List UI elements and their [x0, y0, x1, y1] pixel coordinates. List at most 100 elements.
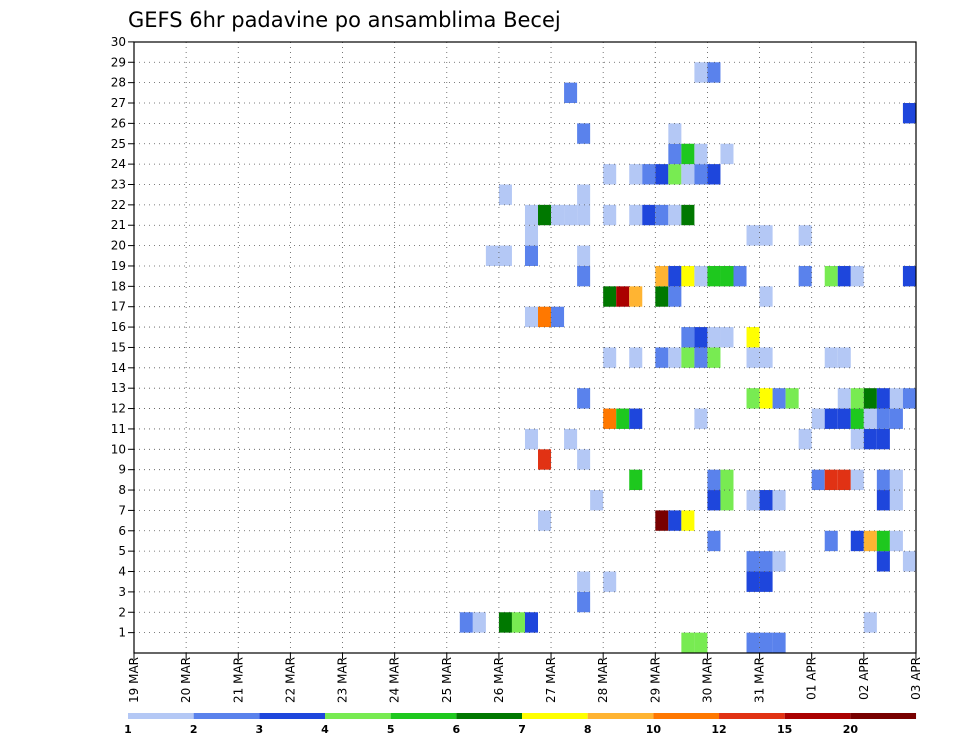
precip-cell	[837, 388, 851, 409]
y-tick-label: 30	[111, 35, 126, 49]
precip-cell	[863, 612, 877, 633]
colorbar-swatch	[850, 713, 917, 719]
precip-cell	[902, 551, 916, 572]
precip-cell	[629, 347, 643, 368]
x-tick-label: 19 MAR	[127, 657, 141, 703]
precip-cell	[629, 286, 643, 307]
precip-cell	[837, 469, 851, 491]
y-tick-label: 4	[118, 565, 126, 579]
y-tick-label: 3	[118, 585, 126, 599]
colorbar-swatch	[719, 713, 785, 719]
y-tick-label: 2	[118, 605, 126, 619]
precip-cell	[863, 530, 877, 552]
plot-frame	[133, 41, 917, 654]
colorbar-tick-label: 15	[777, 723, 792, 736]
precip-cell	[498, 612, 512, 633]
precip-cell	[746, 632, 760, 653]
y-tick-label: 1	[118, 626, 126, 640]
precip-cell	[603, 164, 617, 185]
precip-cell	[577, 449, 591, 470]
precip-cell	[511, 612, 525, 633]
precip-cell	[629, 469, 643, 491]
precip-cell	[577, 388, 591, 409]
y-tick-label: 13	[111, 381, 126, 395]
precip-cell	[772, 490, 786, 511]
precip-cell	[577, 204, 591, 226]
precip-cell	[707, 490, 721, 511]
precip-cell	[551, 204, 565, 226]
precip-cell	[538, 204, 552, 226]
precip-cell	[785, 388, 799, 409]
precip-cell	[655, 286, 669, 307]
colorbar-swatch	[522, 713, 588, 719]
colorbar-tick-label: 4	[321, 723, 329, 736]
precip-cell	[902, 265, 916, 287]
precip-cell	[707, 62, 721, 83]
precip-cell	[759, 571, 773, 592]
precip-cell	[759, 286, 773, 307]
y-tick-label: 29	[111, 55, 126, 69]
x-axis: 19 MAR 20 MAR 21 MAR 22 MAR 23 MAR 24 MAR 25 M…	[127, 653, 923, 703]
precip-cell	[798, 428, 812, 450]
precip-cell	[759, 347, 773, 368]
chart-title: GEFS 6hr padavine po ansamblima Becej	[128, 8, 561, 32]
y-tick-label: 11	[111, 422, 126, 436]
precip-cell	[746, 571, 760, 592]
precip-cell	[655, 204, 669, 226]
precip-cell	[590, 490, 604, 511]
colorbar-swatch	[128, 713, 194, 719]
precip-cell	[837, 265, 851, 287]
precip-cell	[577, 123, 591, 144]
precip-cell	[459, 612, 473, 633]
precip-cell	[616, 408, 630, 429]
precip-cell	[472, 612, 486, 633]
colorbar-tick-label: 7	[518, 723, 526, 736]
precip-cell	[564, 428, 578, 450]
precip-cell	[759, 388, 773, 409]
precip-cell	[694, 632, 708, 653]
precip-cell	[824, 347, 838, 368]
colorbar-tick-label: 5	[387, 723, 395, 736]
precip-cell	[655, 265, 669, 287]
precip-cell	[746, 388, 760, 409]
colorbar-swatch	[456, 713, 523, 719]
x-tick-label: 28 MAR	[596, 657, 610, 703]
colorbar-tick-label: 2	[190, 723, 198, 736]
precip-cell	[850, 469, 864, 491]
precip-cell	[681, 265, 695, 287]
precip-cell	[876, 388, 890, 409]
precip-cell	[772, 632, 786, 653]
precip-cell	[668, 510, 682, 531]
precip-cell	[524, 225, 539, 246]
precip-cell	[772, 388, 786, 409]
precip-cell	[759, 632, 773, 653]
precip-cell	[902, 388, 916, 409]
x-tick-label: 25 MAR	[440, 657, 454, 703]
colorbar-tick-label: 12	[711, 723, 726, 736]
y-tick-label: 24	[111, 157, 126, 171]
precip-cell	[616, 286, 630, 307]
y-tick-label: 6	[118, 524, 126, 538]
precip-cell	[759, 490, 773, 511]
x-tick-label: 02 APR	[857, 657, 871, 700]
y-tick-label: 9	[118, 463, 126, 477]
y-tick-label: 10	[111, 442, 126, 456]
precip-cell	[603, 571, 617, 592]
precip-cell	[485, 245, 499, 266]
colorbar-swatch	[653, 713, 720, 719]
x-tick-label: 31 MAR	[753, 657, 767, 703]
precip-cell	[707, 347, 721, 368]
precip-cell	[902, 103, 916, 124]
precip-cell	[603, 408, 617, 429]
precip-cell	[707, 469, 721, 491]
precip-cell	[720, 490, 734, 511]
x-tick-label: 03 APR	[909, 657, 923, 700]
precip-cell	[746, 225, 760, 246]
precip-cell	[681, 164, 695, 185]
precip-cell	[720, 143, 734, 165]
precip-cell	[707, 327, 721, 348]
colorbar-swatch	[193, 713, 260, 719]
precip-cell	[498, 245, 512, 266]
precip-cell	[850, 428, 864, 450]
